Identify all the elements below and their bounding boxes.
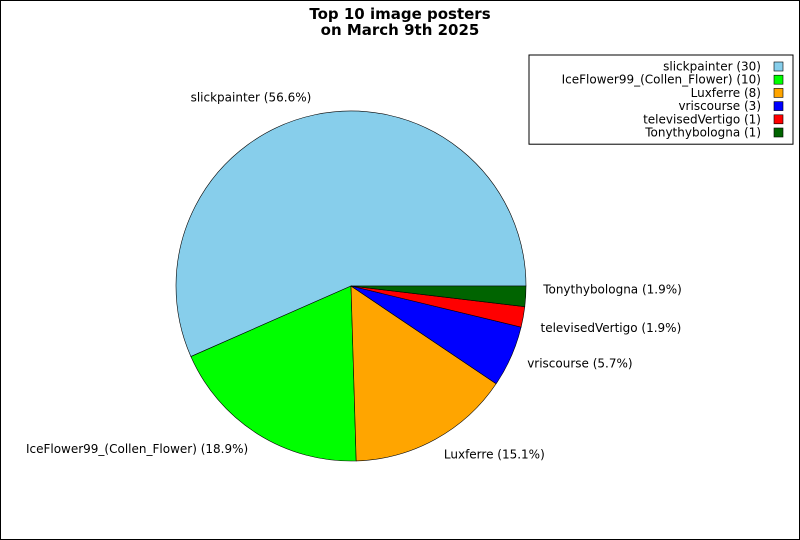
legend-entry-slickpainter: slickpainter (30) [663, 60, 761, 74]
legend-entry-iceflower99-collen-flower-: IceFlower99_(Collen_Flower) (10) [562, 73, 761, 87]
pie-slice-iceflower99-collen-flower- [190, 285, 357, 462]
chart-title-line-1: Top 10 image posters [309, 5, 491, 23]
pie-slice-labels: slickpainter (56.6%) IceFlower99_(Collen_… [26, 91, 682, 462]
legend-swatch-iceflower99-collen-flower- [773, 74, 784, 85]
legend-swatch-vriscourse [773, 101, 784, 111]
pie-slices [175, 110, 527, 462]
pie-slice-tonythybologna [350, 285, 527, 308]
legend-entry-tonythybologna: Tonythybologna (1) [644, 126, 761, 140]
legend-swatch-luxferre [773, 88, 784, 98]
pie-slice-luxferre [350, 285, 497, 462]
pie-slice-slickpainter [175, 110, 527, 357]
legend-swatch-tonythybologna [773, 127, 784, 138]
slice-label-tonythybologna: Tonythybologna (1.9%) [542, 282, 682, 296]
legend-entry-vriscourse: vriscourse (3) [678, 99, 761, 113]
slice-label-vriscourse: vriscourse (5.7%) [527, 357, 632, 371]
chart-title-line-2: on March 9th 2025 [320, 21, 480, 39]
legend-frame [528, 54, 794, 145]
legend-entry-televisedvertigo: televisedVertigo (1) [643, 112, 761, 126]
slice-label-televisedvertigo: televisedVertigo (1.9%) [541, 321, 682, 335]
slice-label-iceflower99-collen-flower-: IceFlower99_(Collen_Flower) (18.9%) [26, 442, 248, 456]
legend-entry-luxferre: Luxferre (8) [691, 86, 761, 100]
legend-swatch-slickpainter [773, 61, 784, 72]
legend: slickpainter (30)IceFlower99_(Collen_Flo… [528, 54, 794, 145]
slice-label-slickpainter: slickpainter (56.6%) [191, 91, 312, 105]
legend-swatch-televisedvertigo [773, 114, 784, 125]
chart-title: Top 10 image posters on March 9th 2025 [1, 6, 799, 38]
slice-label-luxferre: Luxferre (15.1%) [444, 448, 545, 462]
